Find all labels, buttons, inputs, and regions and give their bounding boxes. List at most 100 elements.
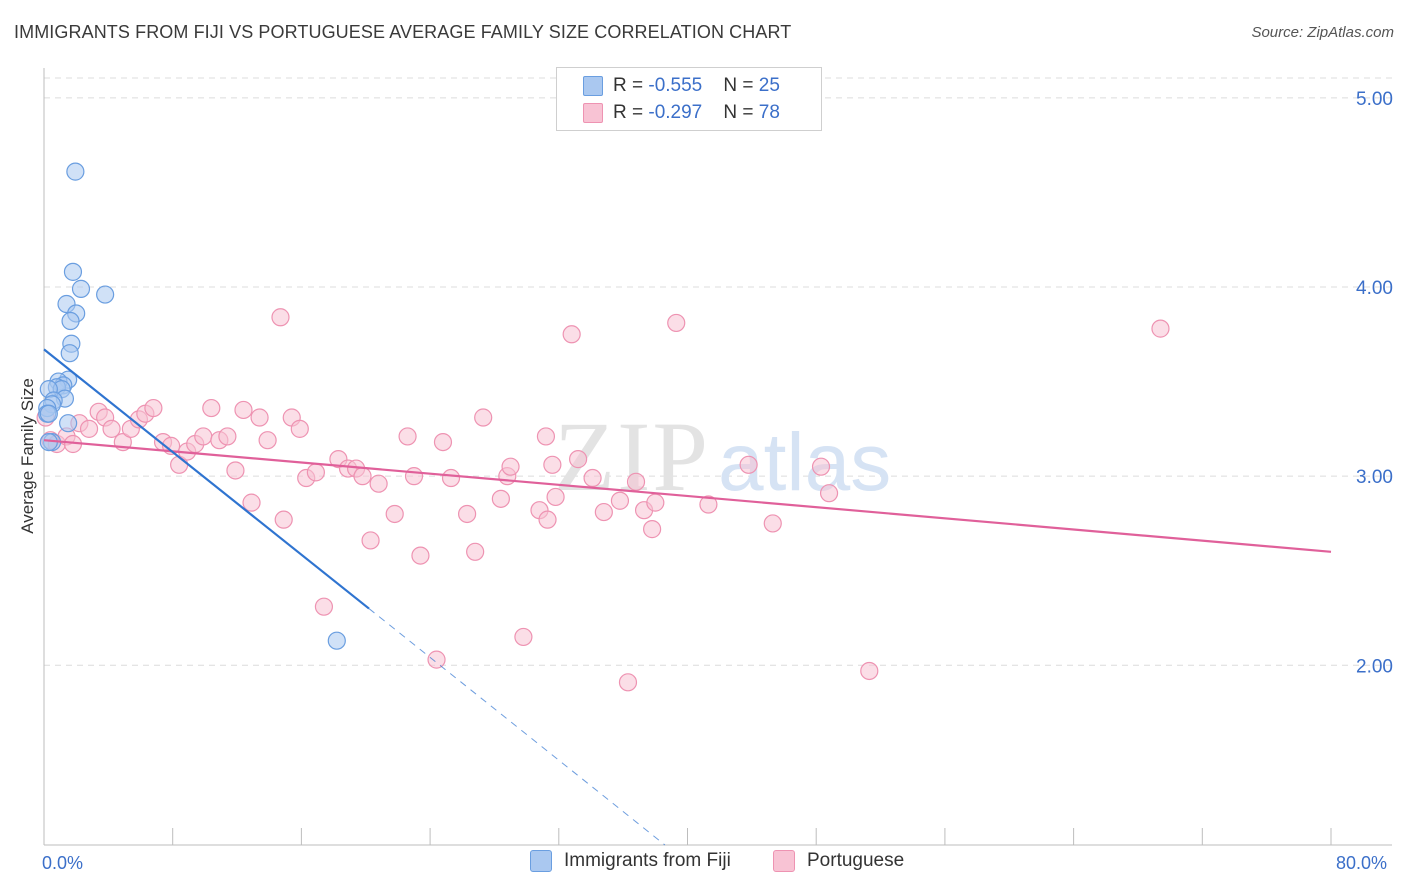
portuguese-point	[811, 457, 831, 476]
portuguese-point	[242, 493, 261, 512]
legend-n-value-portuguese: 78	[758, 102, 780, 123]
portuguese-point	[271, 308, 290, 327]
portuguese-point	[433, 432, 453, 452]
legend-n-label: N =	[723, 102, 759, 123]
portuguese-point	[569, 450, 588, 469]
legend-item-fiji[interactable]: Immigrants from Fiji	[530, 850, 731, 872]
portuguese-point	[458, 504, 477, 524]
fiji-point	[66, 162, 85, 181]
portuguese-point	[491, 489, 510, 508]
portuguese-point	[739, 455, 758, 474]
portuguese-point	[819, 484, 839, 503]
portuguese-point	[290, 419, 309, 438]
portuguese-point	[274, 510, 293, 529]
fiji-point	[327, 631, 346, 650]
series-legend: Immigrants from Fiji Portuguese	[0, 850, 1406, 878]
fiji-point	[71, 279, 91, 298]
legend-r-label: R =	[613, 75, 649, 96]
legend-text-fiji: R = -0.555 N = 25	[613, 75, 780, 97]
legend-swatch-portuguese	[773, 850, 795, 872]
portuguese-point	[466, 542, 485, 561]
fiji-trend-extension	[368, 608, 666, 846]
portuguese-trend-line	[43, 439, 1332, 553]
portuguese-point	[610, 491, 630, 510]
legend-n-label: N =	[723, 75, 759, 96]
portuguese-point	[404, 467, 424, 486]
fiji-points	[38, 162, 346, 650]
fiji-point	[96, 285, 115, 304]
x-axis-min-label: 0.0%	[42, 853, 84, 873]
chart-title: IMMIGRANTS FROM FIJI VS PORTUGUESE AVERA…	[14, 22, 792, 42]
legend-n-value-fiji: 25	[758, 75, 780, 96]
portuguese-point	[646, 493, 665, 512]
portuguese-point	[501, 457, 520, 476]
portuguese-point	[514, 627, 533, 647]
portuguese-points	[36, 308, 1170, 692]
portuguese-point	[202, 398, 221, 418]
portuguese-point	[1151, 319, 1170, 338]
portuguese-point	[102, 419, 121, 438]
legend-label-fiji: Immigrants from Fiji	[564, 850, 731, 871]
legend-item-portuguese[interactable]: Portuguese	[773, 850, 904, 872]
y-tick-labels: 2.00 3.00 4.00 5.00	[1356, 89, 1393, 677]
portuguese-point	[385, 504, 404, 524]
legend-r-value-portuguese: -0.297	[648, 102, 703, 123]
y-tick-label: 2.00	[1356, 656, 1393, 677]
portuguese-point	[474, 408, 493, 427]
source-credit: Source: ZipAtlas.com	[1251, 24, 1394, 41]
axes	[43, 68, 1392, 846]
portuguese-point	[314, 597, 334, 616]
fiji-point	[60, 344, 79, 363]
portuguese-point	[763, 514, 782, 533]
portuguese-point	[594, 502, 613, 522]
portuguese-point	[543, 455, 562, 474]
y-tick-label: 5.00	[1356, 89, 1393, 110]
portuguese-point	[258, 431, 277, 450]
portuguese-point	[536, 427, 556, 446]
portuguese-point	[626, 472, 646, 491]
portuguese-point	[306, 463, 325, 482]
portuguese-point	[667, 313, 686, 333]
legend-text-portuguese: R = -0.297 N = 78	[613, 102, 780, 124]
legend-label-portuguese: Portuguese	[807, 850, 905, 871]
correlation-legend: R = -0.555 N = 25 R = -0.297 N = 78	[556, 67, 822, 131]
fiji-point	[61, 311, 80, 331]
portuguese-point	[699, 495, 718, 514]
portuguese-point	[353, 467, 372, 486]
fiji-point	[39, 404, 58, 423]
portuguese-point	[860, 661, 879, 681]
portuguese-point	[194, 427, 213, 446]
portuguese-point	[562, 325, 581, 344]
portuguese-point	[226, 461, 245, 480]
portuguese-point	[218, 427, 237, 446]
portuguese-point	[427, 650, 446, 669]
y-tick-label: 3.00	[1356, 467, 1393, 488]
x-axis-max-label: 80.0%	[1336, 853, 1388, 873]
fiji-trend-line	[43, 348, 370, 610]
fiji-point	[63, 262, 83, 281]
portuguese-point	[643, 520, 662, 539]
portuguese-point	[398, 427, 417, 446]
portuguese-point	[144, 398, 163, 418]
legend-swatch-portuguese	[583, 103, 603, 123]
portuguese-point	[546, 487, 565, 507]
portuguese-point	[234, 400, 253, 420]
y-tick-label: 4.00	[1356, 278, 1393, 299]
portuguese-point	[79, 419, 99, 438]
fiji-point	[59, 414, 78, 433]
legend-r-value-fiji: -0.555	[648, 75, 703, 96]
portuguese-point	[441, 468, 461, 488]
portuguese-point	[411, 546, 430, 565]
portuguese-point	[618, 673, 638, 692]
y-axis-label: Average Family Size	[18, 378, 37, 534]
legend-r-label: R =	[613, 102, 649, 123]
portuguese-point	[538, 510, 557, 529]
portuguese-point	[250, 408, 269, 427]
gridlines	[44, 77, 1392, 666]
legend-swatch-fiji	[530, 850, 552, 872]
zipatlas-watermark: ZIP atlas	[554, 401, 891, 512]
portuguese-point	[369, 474, 388, 493]
legend-swatch-fiji	[583, 76, 603, 96]
portuguese-point	[583, 468, 602, 488]
